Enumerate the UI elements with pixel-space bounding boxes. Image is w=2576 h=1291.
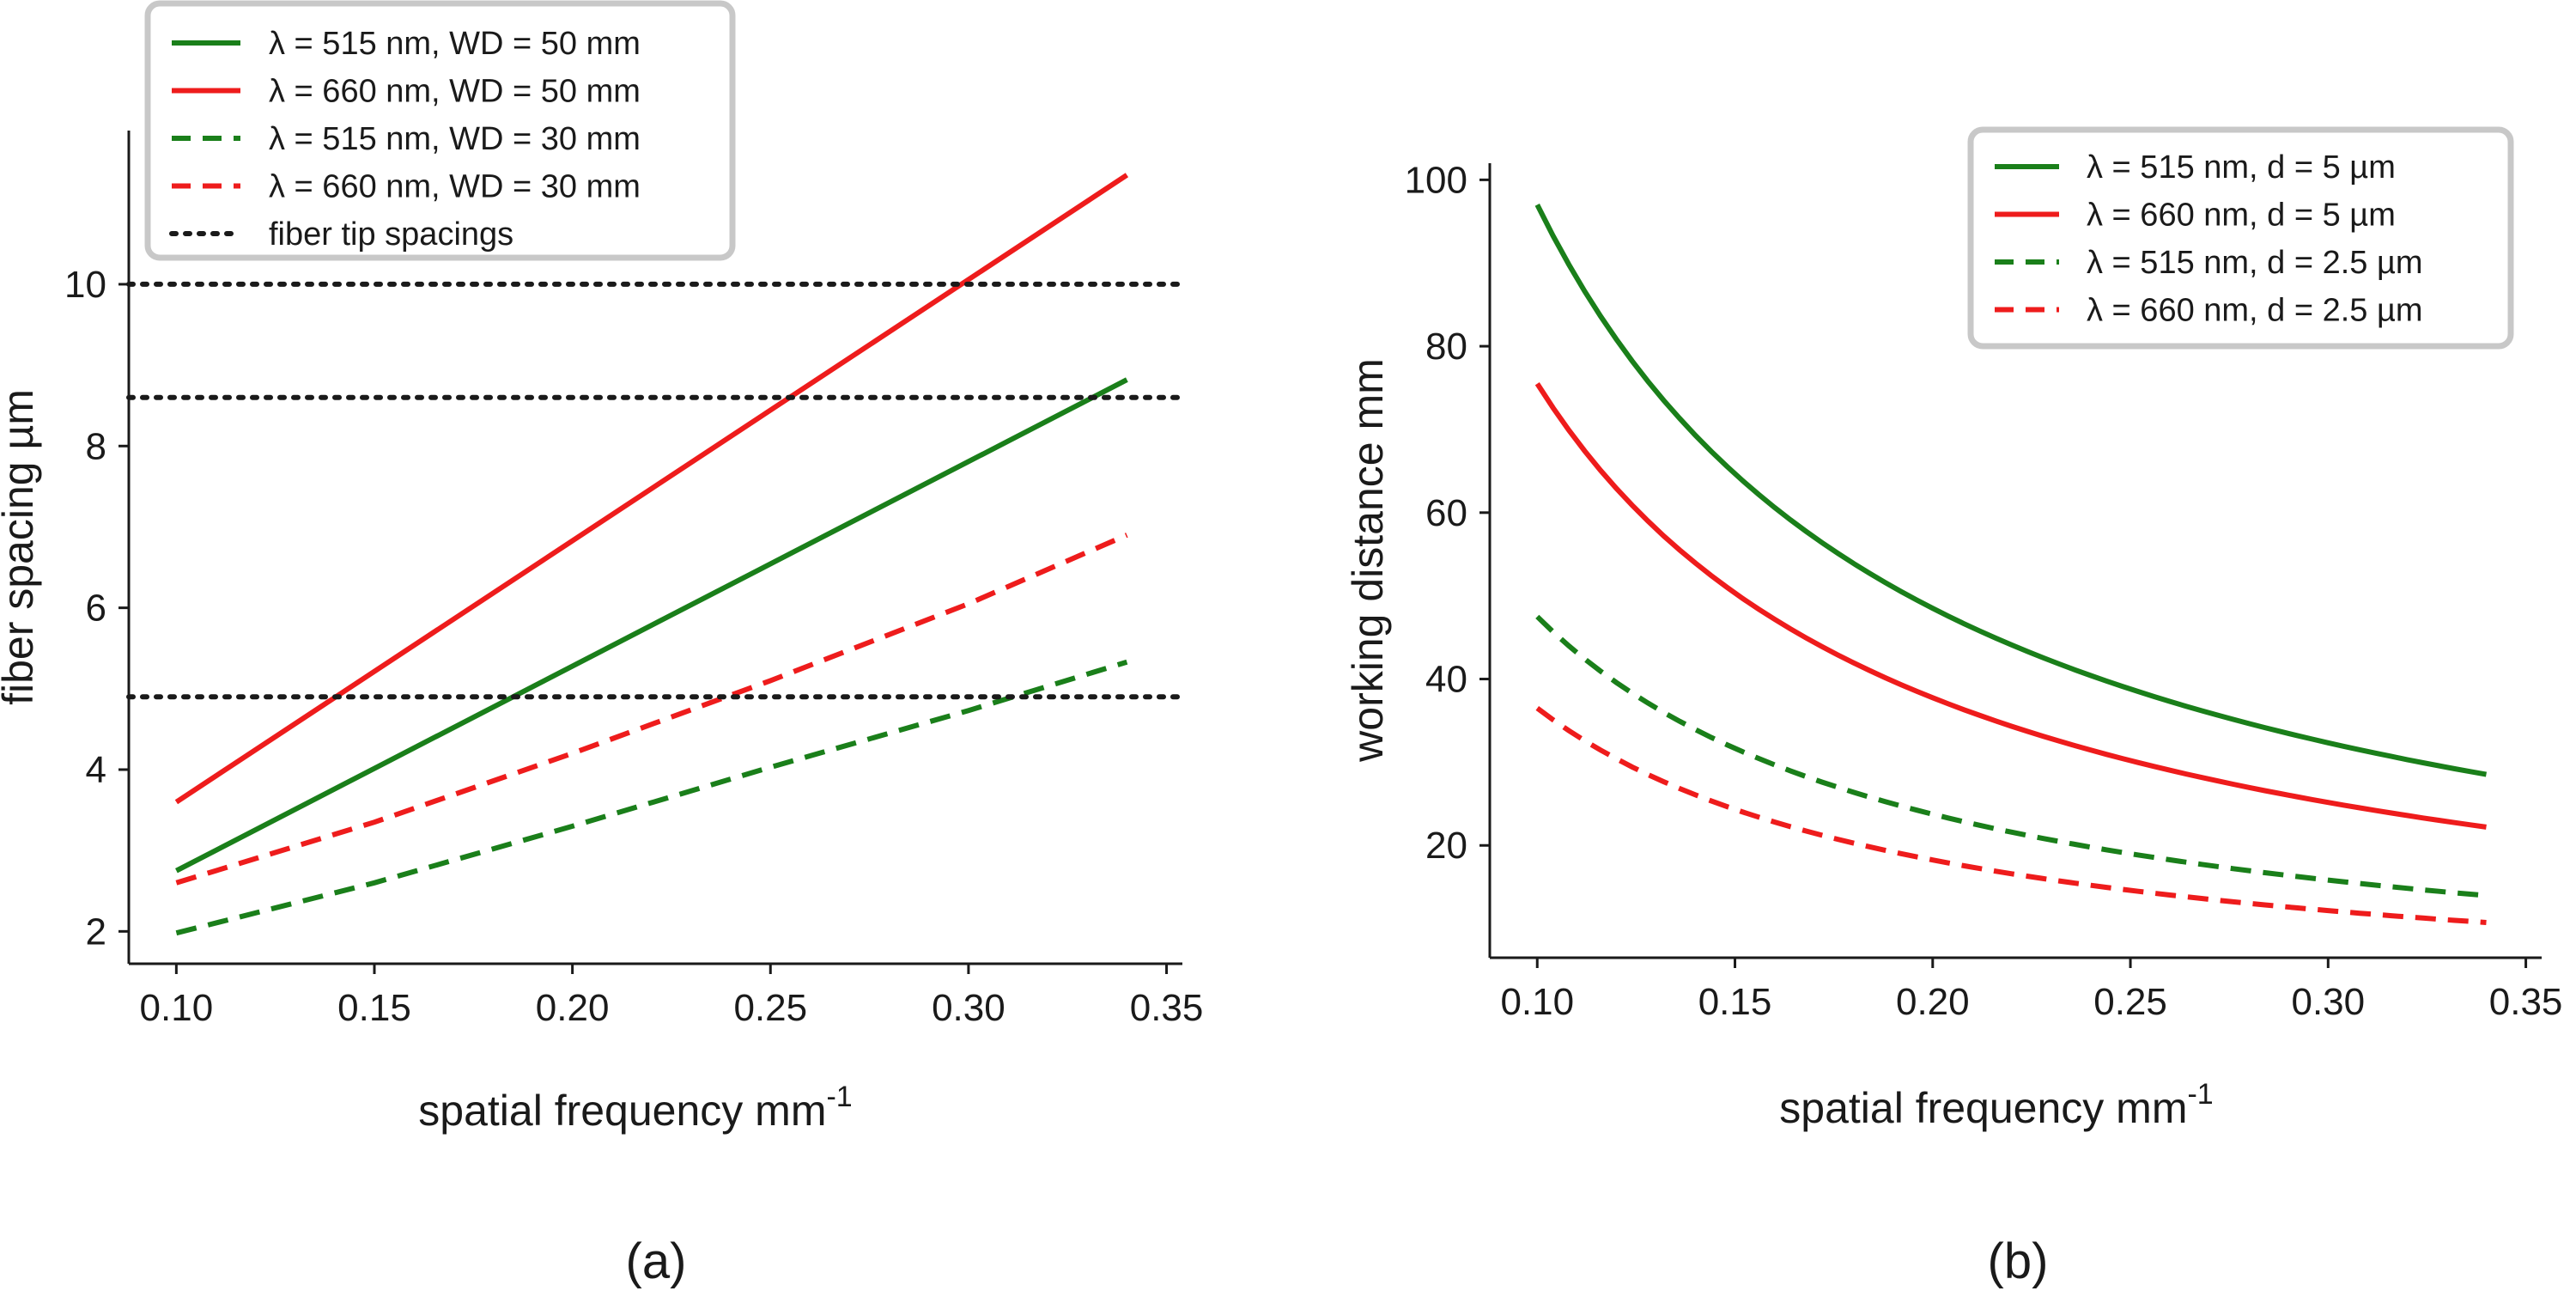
series-line bbox=[1535, 705, 2487, 925]
x-axis-label-sup-a: -1 bbox=[826, 1081, 852, 1113]
legend-label: λ = 515 nm, d = 5 µm bbox=[2087, 149, 2396, 186]
x-tick-label: 0.30 bbox=[2291, 981, 2365, 1023]
y-tick-label: 40 bbox=[1425, 659, 1467, 701]
x-axis-label-sup-b: -1 bbox=[2187, 1078, 2213, 1111]
legend-entries-b: λ = 515 nm, d = 5 µm λ = 660 nm, d = 5 µm… bbox=[1995, 149, 2423, 329]
x-ticks-b: 0.10 0.15 0.20 0.25 0.30 0.35 bbox=[1500, 958, 2562, 1023]
y-axis-label-b: working distance mm bbox=[1344, 358, 1392, 763]
x-tick-label: 0.25 bbox=[733, 987, 807, 1029]
y-ticks-b: 20 40 60 80 100 bbox=[1405, 159, 1490, 867]
x-tick-label: 0.20 bbox=[1896, 981, 1970, 1023]
series-line bbox=[174, 173, 1129, 805]
series-lines-b bbox=[1534, 204, 2488, 925]
y-tick-label: 60 bbox=[1425, 492, 1467, 534]
legend-label: λ = 515 nm, WD = 30 mm bbox=[269, 121, 641, 157]
x-tick-label: 0.35 bbox=[2489, 981, 2563, 1023]
series-line bbox=[1534, 382, 2487, 830]
series-line bbox=[175, 377, 1128, 874]
x-tick-label: 0.10 bbox=[140, 987, 214, 1029]
x-tick-label: 0.25 bbox=[2093, 981, 2167, 1023]
legend-a: λ = 515 nm, WD = 50 mm λ = 660 nm, WD = 5… bbox=[144, 0, 736, 261]
y-tick-label: 2 bbox=[86, 910, 106, 953]
x-tick-label: 0.20 bbox=[536, 987, 610, 1029]
chart-panel-b: 0.10 0.15 0.20 0.25 0.30 0.35 20 40 60 80 100 spa… bbox=[1344, 126, 2562, 1289]
legend-label: λ = 660 nm, WD = 30 mm bbox=[269, 169, 641, 205]
x-ticks-a: 0.10 0.15 0.20 0.25 0.30 0.35 bbox=[140, 964, 1204, 1029]
legend-entries-a: λ = 515 nm, WD = 50 mm λ = 660 nm, WD = 5… bbox=[169, 26, 641, 253]
legend-box-a bbox=[144, 0, 736, 261]
series-line bbox=[1535, 614, 2487, 898]
y-tick-label: 8 bbox=[86, 425, 106, 467]
series-line bbox=[175, 533, 1128, 886]
x-tick-label: 0.15 bbox=[1698, 981, 1772, 1023]
x-tick-label: 0.10 bbox=[1500, 981, 1574, 1023]
legend-box-b bbox=[1967, 126, 2514, 350]
y-tick-label: 100 bbox=[1405, 159, 1467, 201]
legend-label: λ = 660 nm, WD = 50 mm bbox=[269, 74, 641, 110]
panel-label-b: (b) bbox=[1988, 1233, 2049, 1289]
x-tick-label: 0.35 bbox=[1130, 987, 1204, 1029]
y-tick-label: 4 bbox=[86, 749, 106, 791]
x-axis-label-b: spatial frequency mm-1 bbox=[1779, 1078, 2213, 1132]
series-line bbox=[1534, 204, 2488, 777]
legend-label: λ = 515 nm, WD = 50 mm bbox=[269, 26, 641, 62]
series-line bbox=[175, 659, 1128, 936]
y-tick-label: 80 bbox=[1425, 326, 1467, 368]
legend-label: λ = 515 nm, d = 2.5 µm bbox=[2087, 245, 2423, 281]
y-axis-label-a: fiber spacing µm bbox=[0, 389, 42, 705]
y-tick-label: 6 bbox=[86, 588, 106, 630]
x-tick-label: 0.30 bbox=[932, 987, 1005, 1029]
panel-label-a: (a) bbox=[626, 1233, 687, 1289]
x-tick-label: 0.15 bbox=[337, 987, 411, 1029]
legend-label: λ = 660 nm, d = 2.5 µm bbox=[2087, 293, 2423, 329]
legend-label: λ = 660 nm, d = 5 µm bbox=[2087, 198, 2396, 234]
legend-label: fiber tip spacings bbox=[269, 216, 513, 253]
y-tick-label: 20 bbox=[1425, 825, 1467, 867]
chart-panel-a: 0.10 0.15 0.20 0.25 0.30 0.35 2 4 6 8 10 spatial … bbox=[0, 0, 1204, 1289]
series-lines-a bbox=[126, 173, 1185, 936]
legend-b: λ = 515 nm, d = 5 µm λ = 660 nm, d = 5 µm… bbox=[1967, 126, 2514, 350]
x-axis-label-a: spatial frequency mm-1 bbox=[418, 1081, 852, 1135]
y-tick-label: 10 bbox=[64, 264, 106, 306]
y-ticks-a: 2 4 6 8 10 bbox=[64, 264, 129, 953]
